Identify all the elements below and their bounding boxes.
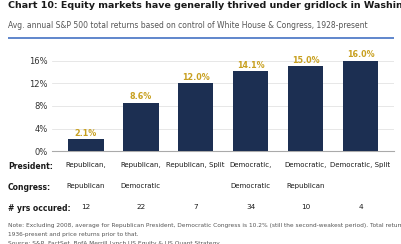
Text: # yrs occured:: # yrs occured: <box>8 204 71 213</box>
Text: Republican: Republican <box>66 183 105 189</box>
Text: Chart 10: Equity markets have generally thrived under gridlock in Washington: Chart 10: Equity markets have generally … <box>8 1 401 10</box>
Text: Republican: Republican <box>286 183 324 189</box>
Text: President:: President: <box>8 162 53 171</box>
Bar <box>287 66 323 151</box>
Bar <box>232 71 268 151</box>
Text: 7: 7 <box>193 204 197 210</box>
Bar <box>342 61 377 151</box>
Text: 34: 34 <box>245 204 255 210</box>
Bar <box>122 102 158 151</box>
Bar <box>177 83 213 151</box>
Text: Note: Excluding 2008, average for Republican President, Democratic Congress is 1: Note: Excluding 2008, average for Republ… <box>8 223 401 228</box>
Text: 10: 10 <box>300 204 310 210</box>
Text: Congress:: Congress: <box>8 183 51 192</box>
Text: Republican,: Republican, <box>120 162 161 168</box>
Text: 1936-present and price returns prior to that.: 1936-present and price returns prior to … <box>8 232 138 237</box>
Text: Democratic: Democratic <box>120 183 160 189</box>
Text: Democratic, Split: Democratic, Split <box>330 162 390 168</box>
Text: 16.0%: 16.0% <box>346 50 373 59</box>
Text: 22: 22 <box>136 204 145 210</box>
Text: 12.0%: 12.0% <box>181 73 209 82</box>
Text: 12: 12 <box>81 204 90 210</box>
Text: 4: 4 <box>357 204 362 210</box>
Text: Source: S&P, FactSet, BofA Merrill Lynch US Equity & US Quant Strategy: Source: S&P, FactSet, BofA Merrill Lynch… <box>8 241 219 244</box>
Text: Avg. annual S&P 500 total returns based on control of White House & Congress, 19: Avg. annual S&P 500 total returns based … <box>8 21 367 30</box>
Text: Democratic,: Democratic, <box>284 162 326 168</box>
Text: Republican, Split: Republican, Split <box>166 162 224 168</box>
Text: Democratic,: Democratic, <box>229 162 271 168</box>
Text: Democratic: Democratic <box>230 183 270 189</box>
Bar <box>68 139 103 151</box>
Text: 8.6%: 8.6% <box>129 92 152 101</box>
Text: 15.0%: 15.0% <box>291 56 319 65</box>
Text: Republican,: Republican, <box>65 162 106 168</box>
Text: 2.1%: 2.1% <box>74 129 97 138</box>
Text: 14.1%: 14.1% <box>236 61 264 70</box>
